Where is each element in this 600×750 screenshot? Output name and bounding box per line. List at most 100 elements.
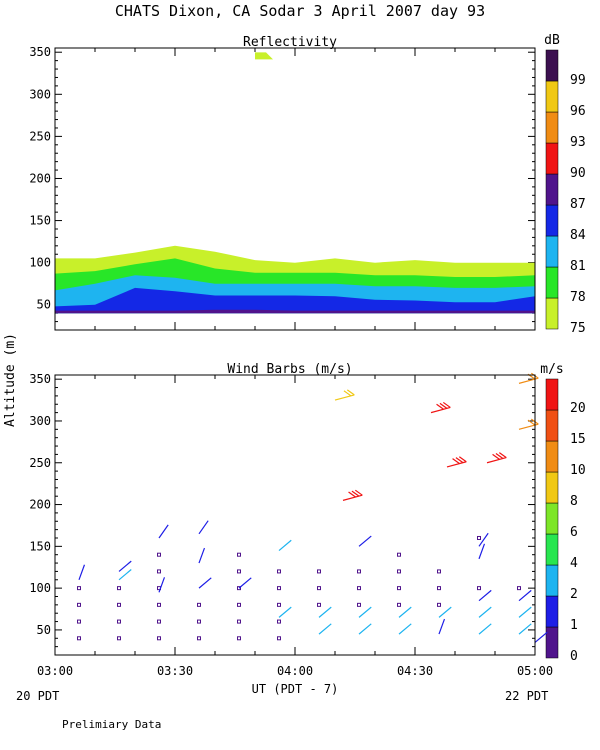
barb-flag [492, 453, 500, 460]
colorbar: 0 1 2 4 6 8 10 15 20 m/s [540, 362, 585, 664]
calm-point [77, 636, 81, 641]
wind-barb [238, 577, 252, 589]
wind-barb [446, 456, 467, 468]
colorbar-segment [545, 564, 559, 597]
calm-point [237, 569, 241, 574]
barb-staff [478, 532, 489, 547]
reflectivity-areas [55, 52, 535, 314]
colorbar-tick-label: 96 [570, 104, 586, 119]
wind-barb [278, 539, 292, 551]
calm-point [397, 552, 401, 557]
barb-staff [398, 606, 412, 618]
colorbar-segment [545, 235, 559, 268]
wind-barb [438, 606, 452, 618]
wind-barb [158, 524, 169, 539]
barb-flag [452, 458, 460, 465]
wind-barb [278, 606, 292, 618]
colorbar-tick-label: 10 [570, 463, 586, 478]
calm-point [277, 619, 281, 624]
calm-point [157, 636, 161, 641]
wind-barb [342, 489, 363, 501]
colorbar-segment [545, 80, 559, 113]
y-tick-label: 350 [29, 372, 51, 386]
footer-note: Prelimiary Data [62, 718, 161, 731]
calm-point [157, 602, 161, 607]
barb-flag [436, 403, 444, 410]
wind-barb [198, 577, 212, 589]
calm-point [157, 619, 161, 624]
reflectivity-patch [255, 52, 273, 60]
colorbar-tick-label: 84 [570, 228, 586, 243]
figure-title: CHATS Dixon, CA Sodar 3 April 2007 day 9… [115, 2, 485, 20]
barb-staff [198, 547, 206, 564]
y-tick-label: 250 [29, 129, 51, 143]
colorbar-segment [545, 502, 559, 535]
calm-point [357, 569, 361, 574]
panel-title: Reflectivity [243, 35, 337, 50]
colorbar-segment [545, 471, 559, 504]
colorbar-tick-label: 87 [570, 197, 586, 212]
colorbar-tick-label: 1 [570, 618, 578, 633]
y-tick-label: 300 [29, 414, 51, 428]
colorbar-tick-label: 8 [570, 494, 578, 509]
colorbar-tick-label: 15 [570, 432, 586, 447]
barb-staff [158, 577, 166, 593]
y-tick-label: 350 [29, 45, 51, 59]
calm-point [357, 586, 361, 591]
x-axis-label: UT (PDT - 7) [252, 682, 339, 696]
x-right-note: 22 PDT [505, 689, 548, 703]
reflectivity-layer-87 [55, 309, 535, 314]
plot-frame-overlay [54, 374, 536, 656]
colorbar-tick-label: 4 [570, 556, 578, 571]
wind-barb [518, 623, 532, 635]
wind-barb [478, 623, 492, 635]
x-tick-label: 04:30 [397, 664, 433, 678]
calm-point [477, 586, 481, 591]
barb-flag [354, 489, 363, 496]
calm-point [77, 619, 81, 624]
colorbar-segment [545, 297, 559, 330]
colorbar-segment [545, 626, 559, 659]
y-tick-label: 100 [29, 256, 51, 270]
barb-staff [486, 457, 507, 464]
barb-staff [438, 618, 446, 635]
wind-barb [534, 631, 548, 643]
wind-barb [118, 569, 132, 581]
calm-point [237, 602, 241, 607]
colorbar-tick-label: 0 [570, 649, 578, 664]
colorbar-segment [545, 440, 559, 473]
y-tick-label: 300 [29, 87, 51, 101]
wind-barb [318, 623, 332, 635]
plot-frame-overlay [54, 47, 536, 331]
barb-flag [527, 419, 536, 426]
colorbar-tick-label: 81 [570, 259, 586, 274]
barb-staff [118, 569, 132, 581]
panel-title: Wind Barbs (m/s) [227, 362, 352, 377]
barb-staff [118, 560, 132, 572]
barb-staff [318, 606, 332, 618]
barb-staff [518, 589, 532, 602]
calm-point [117, 619, 121, 624]
calm-point [77, 586, 81, 591]
y-tick-label: 50 [37, 623, 51, 637]
colorbar-tick-label: 99 [570, 73, 586, 88]
wind-barb [486, 452, 507, 464]
colorbar-segment [545, 266, 559, 299]
barb-flag [455, 457, 464, 464]
barb-staff [358, 623, 372, 635]
barb-flag [458, 456, 467, 463]
barb-staff [318, 623, 332, 635]
barb-staff [158, 524, 169, 539]
barb-staff [198, 520, 209, 535]
calm-point [117, 586, 121, 591]
calm-point [437, 602, 441, 607]
calm-point [157, 552, 161, 557]
calm-point [397, 569, 401, 574]
colorbar-segment [545, 49, 559, 82]
wind-barb [478, 589, 492, 602]
colorbar-tick-label: 6 [570, 525, 578, 540]
barb-staff [430, 406, 451, 414]
colorbar-label: dB [544, 33, 560, 48]
barb-flag [346, 389, 355, 396]
barb-staff [358, 606, 372, 618]
